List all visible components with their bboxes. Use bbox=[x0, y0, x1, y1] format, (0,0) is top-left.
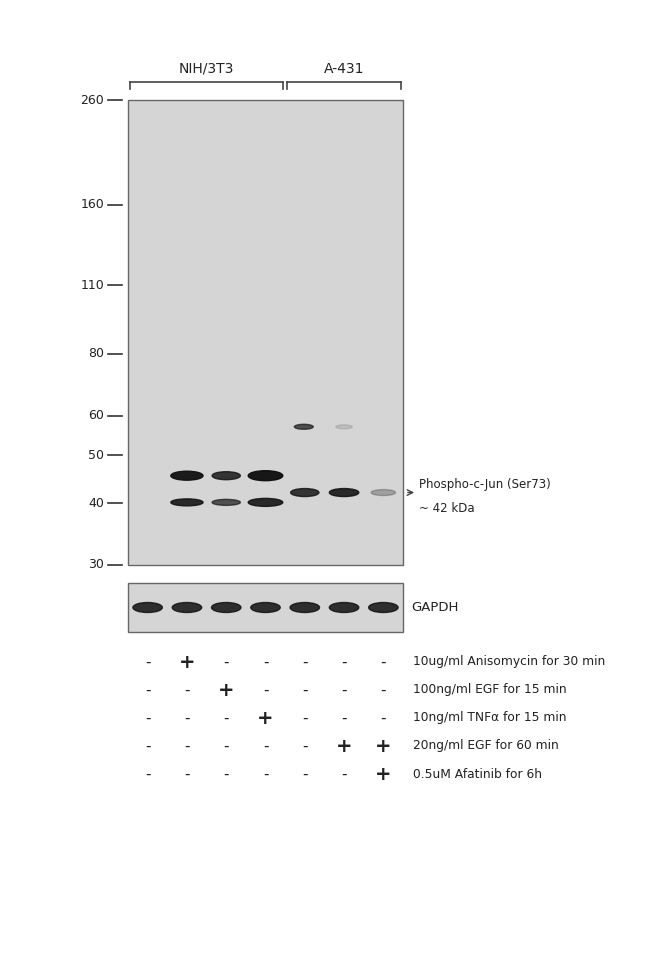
Ellipse shape bbox=[294, 425, 313, 429]
Ellipse shape bbox=[171, 499, 203, 506]
Text: 30: 30 bbox=[88, 559, 104, 571]
Ellipse shape bbox=[371, 489, 396, 496]
Text: -: - bbox=[263, 767, 268, 782]
Text: -: - bbox=[145, 655, 150, 669]
Text: +: + bbox=[375, 737, 391, 756]
Bar bbox=[128, 100, 403, 565]
Text: 20ng/ml EGF for 60 min: 20ng/ml EGF for 60 min bbox=[413, 740, 559, 752]
Ellipse shape bbox=[369, 603, 398, 612]
Ellipse shape bbox=[212, 472, 240, 480]
Ellipse shape bbox=[212, 500, 240, 506]
Text: -: - bbox=[341, 655, 347, 669]
Text: -: - bbox=[341, 683, 347, 697]
Text: 80: 80 bbox=[88, 348, 104, 360]
Text: -: - bbox=[224, 767, 229, 782]
Text: -: - bbox=[381, 683, 386, 697]
Text: Phospho-c-Jun (Ser73): Phospho-c-Jun (Ser73) bbox=[419, 478, 551, 490]
Text: -: - bbox=[302, 739, 307, 753]
Ellipse shape bbox=[133, 603, 162, 612]
Text: -: - bbox=[184, 711, 190, 725]
Ellipse shape bbox=[171, 471, 203, 481]
Text: -: - bbox=[341, 767, 347, 782]
Ellipse shape bbox=[211, 603, 241, 612]
Text: 10ng/ml TNFα for 15 min: 10ng/ml TNFα for 15 min bbox=[413, 712, 567, 724]
Text: -: - bbox=[263, 683, 268, 697]
Ellipse shape bbox=[251, 603, 280, 612]
Text: -: - bbox=[302, 767, 307, 782]
Ellipse shape bbox=[330, 488, 359, 497]
Text: -: - bbox=[184, 683, 190, 697]
Text: -: - bbox=[145, 767, 150, 782]
Text: NIH/3T3: NIH/3T3 bbox=[179, 62, 234, 76]
Ellipse shape bbox=[172, 603, 202, 612]
Text: -: - bbox=[184, 739, 190, 753]
Text: A-431: A-431 bbox=[324, 62, 364, 76]
Ellipse shape bbox=[291, 488, 319, 497]
Text: 40: 40 bbox=[88, 497, 104, 509]
Ellipse shape bbox=[248, 471, 283, 481]
Ellipse shape bbox=[290, 603, 320, 612]
Text: +: + bbox=[218, 681, 235, 699]
Text: ~ 42 kDa: ~ 42 kDa bbox=[419, 502, 474, 514]
Text: -: - bbox=[341, 711, 347, 725]
Text: 0.5uM Afatinib for 6h: 0.5uM Afatinib for 6h bbox=[413, 768, 542, 780]
Text: -: - bbox=[224, 711, 229, 725]
Text: 10ug/ml Anisomycin for 30 min: 10ug/ml Anisomycin for 30 min bbox=[413, 656, 605, 668]
Text: -: - bbox=[145, 683, 150, 697]
Text: 110: 110 bbox=[80, 278, 104, 292]
Text: -: - bbox=[263, 739, 268, 753]
Text: -: - bbox=[145, 739, 150, 753]
Text: 160: 160 bbox=[80, 198, 104, 211]
Text: -: - bbox=[381, 711, 386, 725]
Text: -: - bbox=[184, 767, 190, 782]
Ellipse shape bbox=[336, 425, 352, 429]
Text: 50: 50 bbox=[88, 449, 104, 461]
Text: 100ng/ml EGF for 15 min: 100ng/ml EGF for 15 min bbox=[413, 684, 567, 696]
Ellipse shape bbox=[248, 499, 283, 507]
Text: -: - bbox=[302, 683, 307, 697]
Text: 260: 260 bbox=[80, 93, 104, 107]
Text: +: + bbox=[257, 709, 274, 727]
Text: -: - bbox=[145, 711, 150, 725]
Text: -: - bbox=[224, 739, 229, 753]
Text: -: - bbox=[263, 655, 268, 669]
Text: +: + bbox=[375, 765, 391, 784]
Text: +: + bbox=[179, 653, 195, 671]
Ellipse shape bbox=[330, 603, 359, 612]
Text: -: - bbox=[302, 711, 307, 725]
Bar bbox=[128, 583, 403, 632]
Text: -: - bbox=[224, 655, 229, 669]
Text: 60: 60 bbox=[88, 409, 104, 422]
Text: -: - bbox=[381, 655, 386, 669]
Text: GAPDH: GAPDH bbox=[411, 601, 458, 614]
Text: +: + bbox=[336, 737, 352, 756]
Text: -: - bbox=[302, 655, 307, 669]
